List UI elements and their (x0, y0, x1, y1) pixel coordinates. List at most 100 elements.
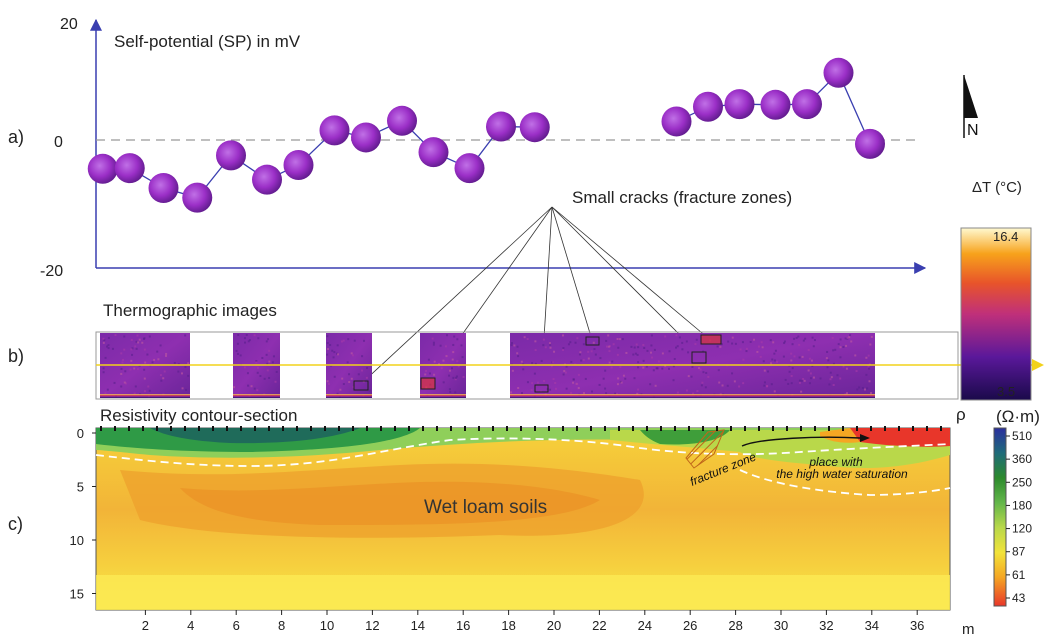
thermo-speckle (621, 338, 624, 341)
resistivity-unit-suffix: (Ω·m) (996, 407, 1040, 426)
resistivity-top-tick (338, 426, 340, 431)
panel-label-c: c) (8, 514, 23, 534)
resistivity-ytick-label: 10 (70, 533, 84, 548)
thermo-speckle (701, 381, 704, 384)
thermo-speckle (856, 388, 859, 391)
thermo-speckle (565, 387, 568, 390)
sp-point (283, 149, 314, 180)
thermo-speckle (554, 381, 557, 384)
thermo-speckle (836, 374, 839, 377)
thermo-speckle (326, 353, 329, 356)
thermo-speckle (681, 348, 684, 351)
thermo-speckle (807, 369, 810, 372)
thermo-speckle (742, 358, 745, 361)
thermo-speckle (256, 389, 259, 392)
thermo-speckle (121, 361, 124, 364)
thermo-speckle (826, 366, 829, 369)
thermo-speckle (432, 341, 435, 344)
thermo-speckle (604, 387, 607, 390)
thermo-speckle (562, 347, 565, 350)
thermo-speckle (801, 355, 804, 358)
thermo-speckle (842, 365, 845, 368)
thermo-speckle (106, 388, 109, 391)
thermo-speckle (357, 373, 360, 376)
thermo-speckle (865, 373, 868, 376)
thermo-speckle (135, 340, 138, 343)
resistivity-top-tick (450, 426, 452, 431)
thermo-speckle (523, 336, 526, 339)
thermo-speckle (608, 361, 611, 364)
thermo-speckle (233, 386, 236, 389)
thermo-speckle (672, 379, 675, 382)
thermo-speckle (165, 352, 168, 355)
thermo-speckle (845, 367, 848, 370)
thermo-speckle (268, 376, 271, 379)
thermo-speckle (787, 382, 790, 385)
resistivity-top-tick (856, 426, 858, 431)
thermo-speckle (583, 392, 586, 395)
resistivity-colorbar-label: 120 (1012, 522, 1032, 536)
thermo-speckle (245, 334, 248, 337)
thermo-speckle (802, 339, 805, 342)
thermo-speckle (361, 369, 364, 372)
thermo-speckle (122, 358, 125, 361)
resistivity-top-tick (478, 426, 480, 431)
thermo-speckle (143, 390, 146, 393)
thermo-speckle (133, 367, 136, 370)
thermo-speckle (569, 341, 572, 344)
thermo-speckle (124, 370, 127, 373)
thermo-speckle (636, 392, 639, 395)
thermo-speckle (570, 360, 573, 363)
thermo-speckle (802, 377, 805, 380)
resistivity-top-tick (170, 426, 172, 431)
thermo-speckle (520, 392, 523, 395)
water-arrow (741, 436, 861, 447)
thermo-speckle (649, 351, 652, 354)
thermo-speckle (654, 384, 657, 387)
thermo-speckle (162, 377, 165, 380)
thermo-speckle (123, 381, 126, 384)
fracture-zone-shape (685, 429, 725, 469)
thermo-title: Thermographic images (103, 301, 277, 320)
thermo-speckle (590, 350, 593, 353)
thermo-speckle (869, 343, 872, 346)
thermo-speckle (455, 375, 458, 378)
thermo-speckle (531, 362, 534, 365)
thermo-speckle (705, 371, 708, 374)
thermo-speckle (827, 359, 830, 362)
thermo-speckle (120, 367, 123, 370)
thermo-speckle (244, 341, 247, 344)
thermo-speckle (365, 376, 368, 379)
thermo-speckle (564, 371, 567, 374)
thermo-speckle (731, 342, 734, 345)
thermo-speckle (636, 353, 639, 356)
thermo-speckle (759, 355, 762, 358)
resistivity-top-tick (282, 426, 284, 431)
thermo-speckle (731, 372, 734, 375)
thermo-speckle (767, 370, 770, 373)
thermo-speckle (255, 360, 258, 363)
resistivity-top-tick (884, 426, 886, 431)
thermo-speckle (274, 380, 277, 383)
thermo-speckle (634, 352, 637, 355)
resistivity-top-tick (688, 426, 690, 431)
thermo-speckle (432, 343, 435, 346)
thermo-speckle (798, 381, 801, 384)
resistivity-top-tick (310, 426, 312, 431)
resistivity-xtick-label: 18 (501, 618, 515, 633)
thermo-speckle (763, 384, 766, 387)
thermo-speckle (236, 352, 239, 355)
thermo-speckle (542, 344, 545, 347)
thermo-speckle (151, 361, 154, 364)
thermo-speckle (616, 353, 619, 356)
thermo-speckle (346, 361, 349, 364)
thermo-speckle (113, 381, 116, 384)
thermo-speckle (180, 372, 183, 375)
thermo-speckle (428, 372, 431, 375)
thermo-speckle (510, 342, 513, 345)
sp-point (661, 106, 692, 137)
thermo-speckle (146, 353, 149, 356)
thermo-speckle (766, 385, 769, 388)
thermo-speckle (687, 375, 690, 378)
thermo-speckle (143, 377, 146, 380)
